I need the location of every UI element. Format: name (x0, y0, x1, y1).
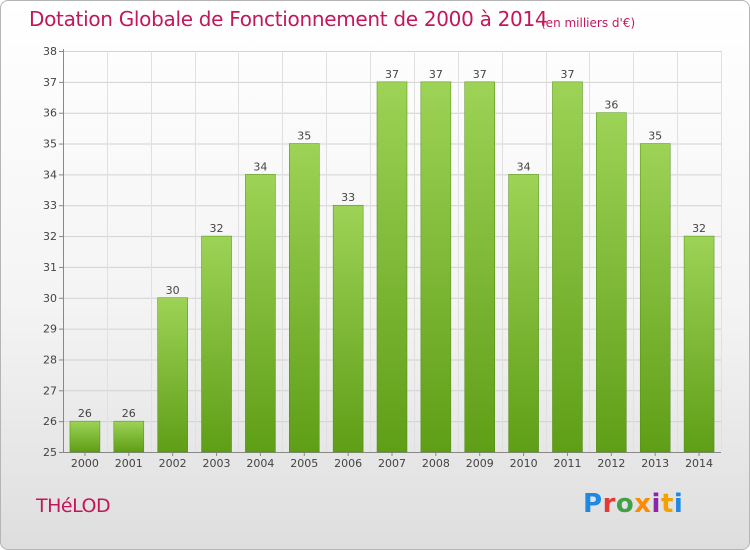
bars (69, 81, 715, 453)
y-tick-label: 27 (43, 384, 57, 397)
logo-letter: x (634, 489, 652, 519)
logo-letter: i (651, 489, 661, 519)
data-label: 37 (560, 68, 574, 81)
y-tick-label: 29 (43, 323, 57, 336)
x-tick-label: 2007 (378, 457, 406, 470)
data-label: 37 (385, 68, 399, 81)
x-tick-label: 2002 (159, 457, 187, 470)
data-label: 34 (517, 160, 531, 173)
data-label: 33 (341, 191, 355, 204)
data-label: 36 (604, 99, 618, 112)
bar (157, 297, 188, 453)
bar (420, 81, 452, 453)
axes (59, 49, 721, 456)
x-tick-label: 2009 (466, 457, 494, 470)
y-tick-label: 34 (43, 168, 57, 181)
bar (113, 420, 145, 453)
proxiti-logo[interactable]: Proxiti (583, 489, 683, 519)
data-label: 35 (648, 130, 662, 143)
y-tick-label: 32 (43, 230, 57, 243)
bar (245, 174, 276, 453)
data-label: 26 (122, 407, 136, 420)
logo-letter: i (673, 489, 684, 519)
y-tick-label: 35 (43, 138, 57, 151)
bar (201, 235, 232, 453)
chart-title: Dotation Globale de Fonctionnement de 20… (29, 7, 548, 31)
logo-letter: o (615, 489, 635, 519)
y-tick-label: 36 (43, 107, 57, 120)
y-tick-label: 28 (43, 353, 57, 366)
x-tick-label: 2013 (641, 457, 669, 470)
data-label: 26 (78, 407, 92, 420)
x-tick-label: 2004 (246, 457, 274, 470)
y-tick-label: 38 (43, 45, 57, 58)
data-label: 32 (210, 222, 224, 235)
x-tick-label: 2006 (334, 457, 362, 470)
data-label: 34 (253, 160, 267, 173)
data-label: 35 (297, 130, 311, 143)
data-label: 37 (429, 68, 443, 81)
data-label: 37 (473, 68, 487, 81)
chart-subtitle: (en milliers d'€) (541, 16, 636, 30)
y-tick-label: 33 (43, 199, 57, 212)
bar (289, 143, 320, 453)
bar (464, 81, 495, 453)
bar (552, 81, 583, 453)
bar (683, 235, 715, 453)
x-tick-label: 2012 (597, 457, 625, 470)
x-tick-label: 2011 (553, 457, 581, 470)
bar (596, 112, 627, 453)
y-tick-label: 26 (43, 415, 57, 428)
x-tick-label: 2008 (422, 457, 450, 470)
y-tick-label: 25 (43, 446, 57, 459)
x-tick-label: 2003 (203, 457, 231, 470)
bar (508, 174, 539, 453)
data-label: 30 (166, 284, 180, 297)
logo-letter: t (660, 489, 674, 519)
bar (639, 143, 671, 453)
bar (69, 420, 101, 453)
commune-name: THéLOD (36, 495, 111, 517)
x-tick-label: 2010 (510, 457, 538, 470)
y-tick-label: 30 (43, 292, 57, 305)
y-tick-label: 37 (43, 76, 57, 89)
data-labels: 26 26 30 32 34 35 33 37 37 37 34 37 36 35 32 (78, 68, 706, 420)
bar (376, 81, 408, 453)
logo-letter: r (602, 489, 616, 519)
tick-labels: 25 26 27 28 29 30 31 32 33 34 35 36 37 38 2000 2001 2002… (43, 45, 713, 470)
x-tick-label: 2000 (71, 457, 99, 470)
logo-letter: P (583, 489, 603, 519)
x-tick-label: 2014 (685, 457, 713, 470)
x-tick-label: 2005 (290, 457, 318, 470)
y-tick-label: 31 (43, 261, 57, 274)
data-label: 32 (692, 222, 706, 235)
bar (332, 204, 364, 453)
x-tick-label: 2001 (115, 457, 143, 470)
